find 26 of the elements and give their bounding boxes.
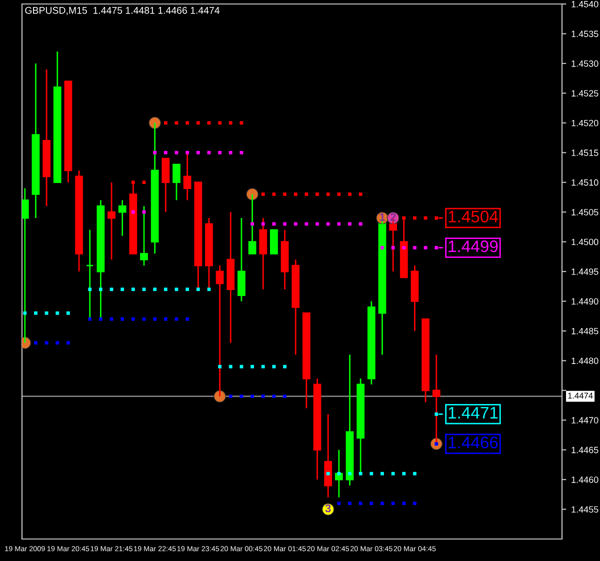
y-tick-label: 1.4500 xyxy=(572,238,598,246)
y-tick-label: 1.4490 xyxy=(572,298,598,305)
ref-line-label: 1.4474 xyxy=(568,392,593,398)
y-tick-label: 1.4530 xyxy=(572,60,598,67)
y-tick-label: 1.4480 xyxy=(572,358,598,364)
y-tick-label: 1.4505 xyxy=(572,209,598,216)
y-tick-label: 1.4540 xyxy=(572,0,598,8)
y-tick-label: 1.4465 xyxy=(572,446,598,454)
legend-label: 1.4499 xyxy=(448,240,498,252)
legend-label: 1.4466 xyxy=(448,436,498,448)
y-tick-label: 1.4455 xyxy=(572,506,598,513)
y-tick-label: 1.4535 xyxy=(572,30,598,38)
y-tick-label: 1.4515 xyxy=(572,150,598,156)
y-tick-label: 1.4525 xyxy=(572,90,598,97)
chart-title: GBPUSD,M15 1.4475 1.4481 1.4466 1.4474 xyxy=(25,6,220,15)
y-tick-label: 1.4460 xyxy=(572,476,598,483)
legend-label: 1.4504 xyxy=(448,210,498,222)
y-tick-label: 1.4495 xyxy=(572,268,598,275)
annotation: 2 xyxy=(390,213,396,221)
y-tick-label: 1.4485 xyxy=(572,328,598,334)
annotation: 1 xyxy=(380,213,386,221)
y-tick-label: 1.4510 xyxy=(572,179,598,186)
legend-label: 1.4471 xyxy=(448,407,498,418)
y-tick-label: 1.4470 xyxy=(572,417,598,424)
y-tick-label: 1.4520 xyxy=(572,120,598,126)
annotation: 3 xyxy=(325,504,331,512)
